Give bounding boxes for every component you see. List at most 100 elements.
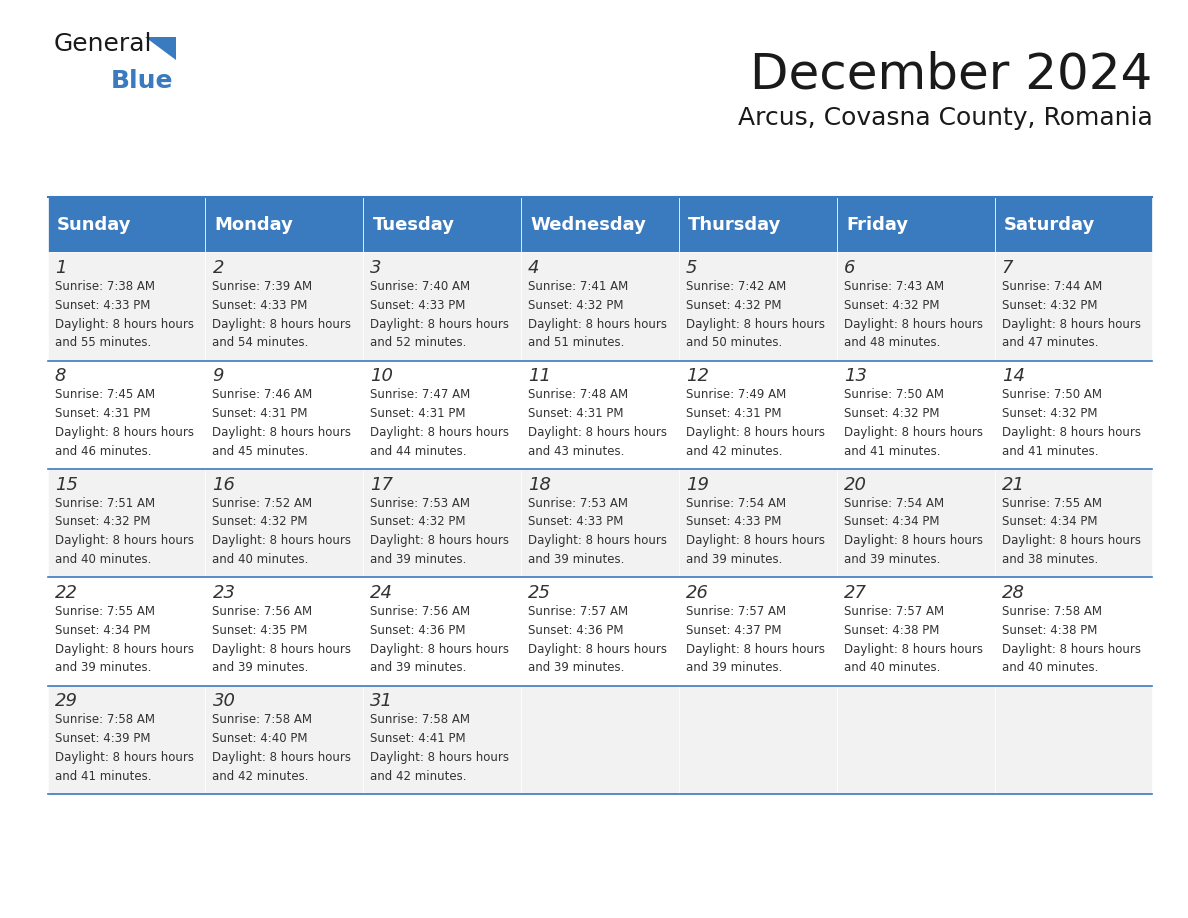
Text: Daylight: 8 hours hours: Daylight: 8 hours hours — [55, 534, 194, 547]
Text: Sunset: 4:32 PM: Sunset: 4:32 PM — [843, 407, 940, 420]
Text: Daylight: 8 hours hours: Daylight: 8 hours hours — [1001, 534, 1140, 547]
Text: Sunday: Sunday — [57, 216, 132, 234]
Text: 13: 13 — [843, 367, 867, 386]
Text: Daylight: 8 hours hours: Daylight: 8 hours hours — [371, 426, 510, 439]
Text: Sunset: 4:31 PM: Sunset: 4:31 PM — [529, 407, 624, 420]
Text: 17: 17 — [371, 476, 393, 494]
Text: Sunrise: 7:44 AM: Sunrise: 7:44 AM — [1001, 280, 1102, 293]
Text: Sunrise: 7:57 AM: Sunrise: 7:57 AM — [529, 605, 628, 618]
Text: Sunrise: 7:52 AM: Sunrise: 7:52 AM — [213, 497, 312, 509]
Text: Daylight: 8 hours hours: Daylight: 8 hours hours — [843, 318, 982, 330]
Text: Sunset: 4:31 PM: Sunset: 4:31 PM — [371, 407, 466, 420]
Bar — [836, 197, 994, 252]
Text: Sunrise: 7:58 AM: Sunrise: 7:58 AM — [55, 713, 154, 726]
Text: 14: 14 — [1001, 367, 1025, 386]
Text: Sunrise: 7:49 AM: Sunrise: 7:49 AM — [685, 388, 786, 401]
Text: Sunset: 4:41 PM: Sunset: 4:41 PM — [371, 732, 466, 745]
Text: 23: 23 — [213, 584, 235, 602]
Bar — [522, 361, 678, 469]
Text: 8: 8 — [55, 367, 67, 386]
Text: and 47 minutes.: and 47 minutes. — [1001, 336, 1098, 350]
Text: Sunset: 4:38 PM: Sunset: 4:38 PM — [1001, 623, 1097, 637]
Text: and 39 minutes.: and 39 minutes. — [685, 553, 783, 566]
Bar — [836, 361, 994, 469]
Bar — [48, 577, 206, 686]
Text: Sunset: 4:35 PM: Sunset: 4:35 PM — [213, 623, 308, 637]
Text: and 39 minutes.: and 39 minutes. — [371, 553, 467, 566]
Text: and 52 minutes.: and 52 minutes. — [371, 336, 467, 350]
Text: Sunrise: 7:40 AM: Sunrise: 7:40 AM — [371, 280, 470, 293]
Text: 15: 15 — [55, 476, 77, 494]
Text: Sunrise: 7:50 AM: Sunrise: 7:50 AM — [1001, 388, 1101, 401]
Text: Sunrise: 7:50 AM: Sunrise: 7:50 AM — [843, 388, 943, 401]
Bar — [48, 361, 206, 469]
Text: Sunset: 4:39 PM: Sunset: 4:39 PM — [55, 732, 150, 745]
Text: and 41 minutes.: and 41 minutes. — [1001, 444, 1098, 458]
Text: Daylight: 8 hours hours: Daylight: 8 hours hours — [371, 751, 510, 764]
Text: and 40 minutes.: and 40 minutes. — [213, 553, 309, 566]
Text: Sunrise: 7:54 AM: Sunrise: 7:54 AM — [685, 497, 786, 509]
Text: Tuesday: Tuesday — [373, 216, 455, 234]
Text: Daylight: 8 hours hours: Daylight: 8 hours hours — [1001, 643, 1140, 655]
Bar — [206, 197, 364, 252]
Text: Blue: Blue — [110, 69, 173, 93]
Text: 1: 1 — [55, 259, 67, 277]
Bar — [678, 469, 836, 577]
Text: Daylight: 8 hours hours: Daylight: 8 hours hours — [371, 643, 510, 655]
Bar — [994, 361, 1152, 469]
Bar — [836, 469, 994, 577]
Text: and 39 minutes.: and 39 minutes. — [55, 661, 151, 675]
Text: and 46 minutes.: and 46 minutes. — [55, 444, 151, 458]
Text: Sunrise: 7:45 AM: Sunrise: 7:45 AM — [55, 388, 154, 401]
Bar — [836, 577, 994, 686]
Text: Sunset: 4:33 PM: Sunset: 4:33 PM — [55, 298, 150, 312]
Text: Sunset: 4:31 PM: Sunset: 4:31 PM — [213, 407, 308, 420]
Bar — [994, 252, 1152, 361]
Text: and 54 minutes.: and 54 minutes. — [213, 336, 309, 350]
Bar — [206, 577, 364, 686]
Text: Sunrise: 7:41 AM: Sunrise: 7:41 AM — [529, 280, 628, 293]
Text: Sunset: 4:33 PM: Sunset: 4:33 PM — [529, 515, 624, 529]
Text: 29: 29 — [55, 692, 77, 711]
Text: Sunset: 4:31 PM: Sunset: 4:31 PM — [55, 407, 150, 420]
Bar — [836, 252, 994, 361]
Text: Daylight: 8 hours hours: Daylight: 8 hours hours — [371, 318, 510, 330]
Bar — [206, 469, 364, 577]
Text: and 44 minutes.: and 44 minutes. — [371, 444, 467, 458]
Text: 22: 22 — [55, 584, 77, 602]
Bar — [364, 252, 522, 361]
Bar — [206, 686, 364, 794]
Text: Daylight: 8 hours hours: Daylight: 8 hours hours — [843, 534, 982, 547]
Bar — [48, 686, 206, 794]
Text: 6: 6 — [843, 259, 855, 277]
Text: 12: 12 — [685, 367, 709, 386]
Text: Sunrise: 7:55 AM: Sunrise: 7:55 AM — [1001, 497, 1101, 509]
Bar — [678, 577, 836, 686]
Text: Daylight: 8 hours hours: Daylight: 8 hours hours — [55, 318, 194, 330]
Text: 5: 5 — [685, 259, 697, 277]
Text: and 39 minutes.: and 39 minutes. — [685, 661, 783, 675]
Text: 24: 24 — [371, 584, 393, 602]
Text: and 39 minutes.: and 39 minutes. — [529, 553, 625, 566]
Text: Daylight: 8 hours hours: Daylight: 8 hours hours — [55, 751, 194, 764]
Text: 7: 7 — [1001, 259, 1013, 277]
Text: and 51 minutes.: and 51 minutes. — [529, 336, 625, 350]
Text: 25: 25 — [529, 584, 551, 602]
Text: Daylight: 8 hours hours: Daylight: 8 hours hours — [55, 643, 194, 655]
Text: and 39 minutes.: and 39 minutes. — [529, 661, 625, 675]
Bar — [678, 252, 836, 361]
Bar — [522, 197, 678, 252]
Text: Monday: Monday — [215, 216, 293, 234]
Text: Sunrise: 7:58 AM: Sunrise: 7:58 AM — [371, 713, 470, 726]
Text: Daylight: 8 hours hours: Daylight: 8 hours hours — [213, 426, 352, 439]
Text: 4: 4 — [529, 259, 539, 277]
Polygon shape — [145, 37, 176, 60]
Text: Daylight: 8 hours hours: Daylight: 8 hours hours — [843, 426, 982, 439]
Text: Sunrise: 7:42 AM: Sunrise: 7:42 AM — [685, 280, 786, 293]
Text: Sunset: 4:32 PM: Sunset: 4:32 PM — [55, 515, 150, 529]
Text: Sunrise: 7:38 AM: Sunrise: 7:38 AM — [55, 280, 154, 293]
Bar — [522, 686, 678, 794]
Text: Sunrise: 7:55 AM: Sunrise: 7:55 AM — [55, 605, 154, 618]
Text: and 55 minutes.: and 55 minutes. — [55, 336, 151, 350]
Text: Sunset: 4:33 PM: Sunset: 4:33 PM — [371, 298, 466, 312]
